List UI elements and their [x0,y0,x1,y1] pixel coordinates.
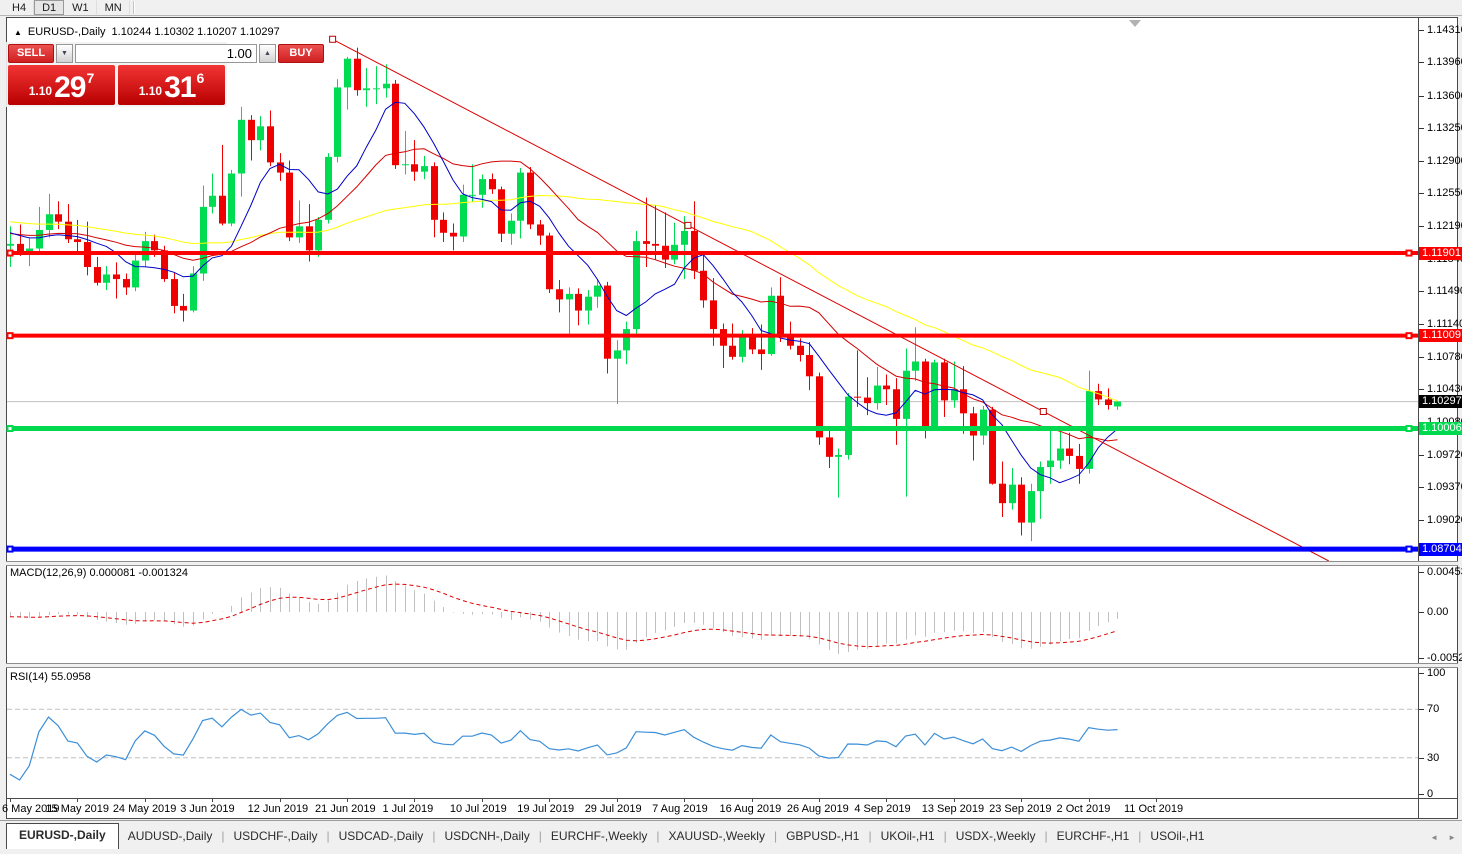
buy-price-prefix: 1.10 [138,84,163,98]
macd-pane [9,575,1118,655]
chart-window [6,17,1458,819]
tab-xauusd-weekly[interactable]: XAUUSD-,Weekly [668,829,765,843]
tabs-scroll-nav: ◄ ► [1430,833,1456,842]
sell-price-prefix: 1.10 [28,84,53,98]
tab-gbpusd-h1[interactable]: GBPUSD-,H1 [786,829,860,843]
rsi-indicator-label: RSI(14) 55.0958 [10,671,91,683]
one-click-trading-panel: SELL ▼ ▲ BUY 1.10 29 7 1.10 31 6 [6,42,324,107]
price-scale-divider [1418,17,1419,819]
buy-button[interactable]: BUY [278,44,324,63]
chart-symbol-header: ▲ EURUSD-,Daily 1.10244 1.10302 1.10207 … [14,26,280,38]
buy-price-sup: 6 [196,70,205,86]
tab-divider: | [1044,829,1048,843]
tab-usdchf-daily[interactable]: USDCHF-,Daily [233,829,318,843]
tab-ukoil-h1[interactable]: UKOil-,H1 [880,829,935,843]
candles-layer [7,47,1121,542]
chart-ohlc-values: 1.10244 1.10302 1.10207 1.10297 [111,26,280,38]
tabs-scroll-left-icon[interactable]: ◄ [1430,833,1439,842]
chart-shift-icon[interactable] [1129,20,1141,27]
tab-divider: | [773,829,778,843]
date-axis-divider [6,798,1458,799]
pane-separator-rsi[interactable] [6,663,1458,668]
ma-fast-line [9,101,1118,484]
volume-input[interactable] [75,44,257,63]
tab-eurusd-daily[interactable]: EURUSD-,Daily [6,823,119,849]
tab-eurchf-h1[interactable]: EURCHF-,H1 [1056,829,1130,843]
toolbar-separator [132,1,135,14]
rsi-pane [7,708,1418,781]
sell-button[interactable]: SELL [8,44,54,63]
timeframe-button-h4[interactable]: H4 [4,0,35,15]
sell-price-big: 29 [54,71,86,104]
tab-divider: | [656,829,660,843]
tab-divider: | [868,829,872,843]
tab-divider: | [1138,829,1142,843]
ma-slow-line [9,194,1118,402]
chart-tabs-bar: EURUSD-,Daily AUDUSD-,Daily | USDCHF-,Daily… [0,820,1462,849]
tab-usdcad-daily[interactable]: USDCAD-,Daily [338,829,424,843]
macd-indicator-label: MACD(12,26,9) 0.000081 -0.001324 [10,567,188,579]
timeframe-toolbar: H4 D1 W1 MN [0,0,1462,16]
volume-decrease-icon[interactable]: ▼ [56,44,73,63]
tab-divider: | [221,829,225,843]
tab-audusd-daily[interactable]: AUDUSD-,Daily [127,829,213,843]
tabs-scroll-right-icon[interactable]: ► [1448,833,1456,842]
tab-usoil-h1[interactable]: USOil-,H1 [1150,829,1205,843]
sell-price-button[interactable]: 1.10 29 7 [8,65,115,105]
tab-usdcnh-daily[interactable]: USDCNH-,Daily [444,829,530,843]
sell-price-sup: 7 [86,70,95,86]
rsi-line [9,708,1118,781]
trendline-handle[interactable] [1039,407,1047,415]
trendline-handle[interactable] [329,35,337,43]
timeframe-button-mn[interactable]: MN [97,0,130,15]
ohlc-expand-icon[interactable]: ▲ [14,27,22,37]
tab-divider: | [943,829,947,843]
buy-price-button[interactable]: 1.10 31 6 [118,65,225,105]
buy-price-big: 31 [164,71,196,104]
ma-mid-line [9,148,1118,442]
volume-increase-icon[interactable]: ▲ [259,44,276,63]
timeframe-button-w1[interactable]: W1 [64,0,97,15]
tab-usdx-weekly[interactable]: USDX-,Weekly [955,829,1036,843]
chart-symbol-title: EURUSD-,Daily [27,26,106,38]
tab-eurchf-weekly[interactable]: EURCHF-,Weekly [550,829,648,843]
tab-divider: | [432,829,436,843]
descending-trendline[interactable] [332,38,1330,561]
pane-separator-macd[interactable] [6,561,1458,566]
macd-signal-line [9,583,1118,648]
main-pane [7,35,1418,561]
timeframe-button-d1[interactable]: D1 [34,0,65,15]
trendline-handle[interactable] [684,221,692,229]
tab-divider: | [326,829,330,843]
tab-divider: | [538,829,542,843]
